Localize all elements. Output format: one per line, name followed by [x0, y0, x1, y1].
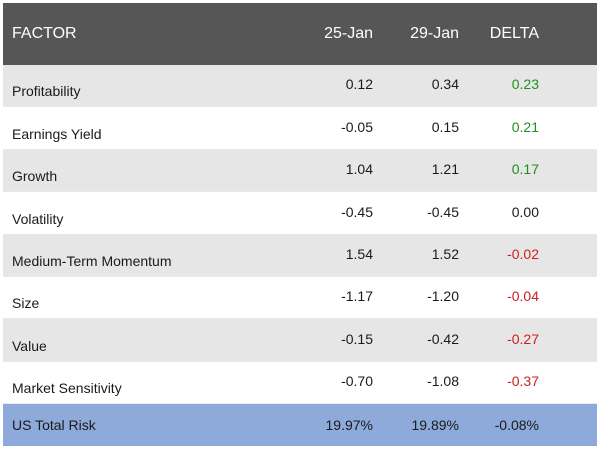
- table-row: Market Sensitivity -0.70 -1.08 -0.37: [3, 361, 597, 405]
- delta-value: 0.23: [511, 76, 539, 93]
- delta-value: 0.17: [511, 161, 539, 178]
- table-row: Earnings Yield -0.05 0.15 0.21: [3, 107, 597, 150]
- total-date2: 19.89%: [411, 417, 459, 434]
- table-row: Growth 1.04 1.21 0.17: [3, 149, 597, 193]
- table-body: Profitability 0.12 0.34 0.23 Earnings Yi…: [3, 65, 597, 405]
- factor-name: Size: [12, 295, 40, 312]
- table-row: Size -1.17 -1.20 -0.04: [3, 276, 597, 320]
- factor-name: Growth: [12, 168, 58, 185]
- date2-value: 0.15: [431, 118, 459, 135]
- date1-value: -0.05: [341, 118, 373, 135]
- total-row: US Total Risk 19.97% 19.89% -0.08%: [3, 404, 597, 447]
- factor-name: Value: [12, 337, 47, 354]
- header-delta: DELTA: [489, 25, 539, 42]
- date1-value: 1.04: [345, 161, 373, 178]
- date1-value: -0.15: [341, 330, 373, 347]
- table-header: FACTOR 25-Jan 29-Jan DELTA: [3, 3, 597, 65]
- delta-value: -0.02: [507, 245, 539, 262]
- factor-name: Profitability: [12, 83, 81, 100]
- date1-value: -0.45: [341, 203, 373, 220]
- date2-value: -1.20: [427, 288, 459, 305]
- date1-value: -0.70: [341, 373, 373, 390]
- delta-value: 0.21: [511, 118, 539, 135]
- total-label: US Total Risk: [12, 417, 96, 434]
- delta-value: -0.27: [507, 330, 539, 347]
- header-date1: 25-Jan: [324, 25, 373, 42]
- table-row: Profitability 0.12 0.34 0.23: [3, 65, 597, 108]
- factor-name: Market Sensitivity: [12, 380, 122, 397]
- total-date1: 19.97%: [325, 417, 373, 434]
- table-row: Value -0.15 -0.42 -0.27: [3, 319, 597, 362]
- header-factor: FACTOR: [12, 25, 77, 42]
- date2-value: 1.52: [431, 245, 459, 262]
- date2-value: -1.08: [427, 373, 459, 390]
- table-row: Medium-Term Momentum 1.54 1.52 -0.02: [3, 234, 597, 277]
- date2-value: -0.45: [427, 203, 459, 220]
- factor-name: Earnings Yield: [12, 125, 102, 142]
- date1-value: -1.17: [341, 288, 373, 305]
- date1-value: 1.54: [345, 245, 373, 262]
- delta-value: -0.04: [507, 288, 539, 305]
- date2-value: -0.42: [427, 330, 459, 347]
- delta-value: -0.37: [507, 373, 539, 390]
- date2-value: 1.21: [431, 161, 459, 178]
- date2-value: 0.34: [431, 76, 459, 93]
- factor-name: Medium-Term Momentum: [12, 252, 172, 269]
- factor-name: Volatility: [12, 210, 64, 227]
- total-delta: -0.08%: [494, 417, 539, 434]
- table-row: Volatility -0.45 -0.45 0.00: [3, 192, 597, 235]
- date1-value: 0.12: [345, 76, 373, 93]
- factor-table: FACTOR 25-Jan 29-Jan DELTA Profitability…: [3, 3, 597, 449]
- header-date2: 29-Jan: [410, 25, 459, 42]
- delta-value: 0.00: [511, 203, 539, 220]
